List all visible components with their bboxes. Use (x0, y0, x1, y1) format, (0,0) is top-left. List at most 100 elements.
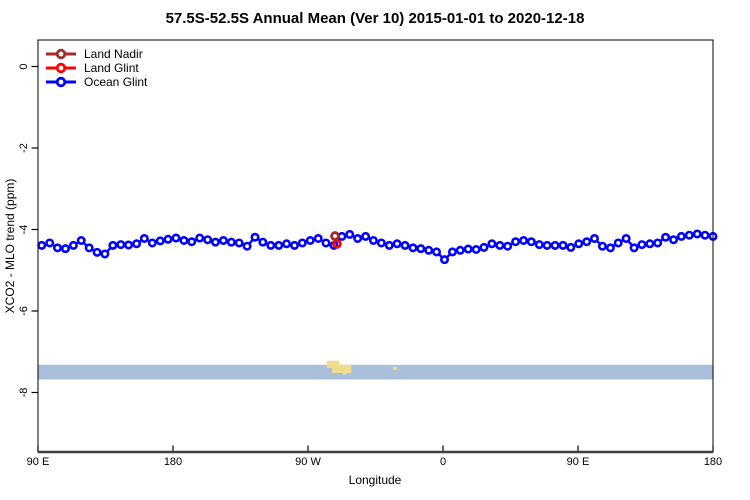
chart-title: 57.5S-52.5S Annual Mean (Ver 10) 2015-01… (166, 10, 585, 27)
series-ocean-glint (37, 229, 718, 265)
legend-label: Land Glint (84, 61, 139, 75)
data-point (297, 238, 307, 248)
data-point (669, 235, 679, 245)
data-point (503, 241, 513, 251)
legend-marker (55, 76, 67, 88)
data-point (203, 235, 213, 245)
data-point (305, 236, 315, 246)
data-point (471, 244, 481, 254)
series-land-glint (332, 238, 342, 249)
legend-item-ocean-glint: Ocean Glint (46, 75, 148, 89)
legend-marker (55, 48, 67, 60)
data-point (332, 238, 342, 249)
legend-label: Land Nadir (84, 47, 143, 61)
data-point (353, 233, 363, 243)
x-tick-label: 90 E (27, 456, 50, 468)
x-axis: 90 E 180 90 W 0 90 E 180 (27, 445, 722, 468)
data-point (400, 240, 410, 250)
data-point (629, 243, 639, 253)
x-tick-label: 180 (704, 456, 722, 468)
data-point (455, 245, 465, 255)
x-axis-label: Longitude (349, 473, 402, 487)
legend-marker (55, 62, 67, 74)
data-point (653, 238, 663, 248)
data-point (282, 239, 292, 249)
data-point (321, 238, 331, 248)
y-tick-label: -2 (18, 143, 30, 153)
y-tick-label: 0 (18, 63, 30, 69)
data-point (368, 236, 378, 246)
data-point (463, 244, 473, 254)
data-point (597, 241, 607, 251)
data-point (479, 242, 489, 252)
data-point (700, 230, 710, 240)
legend-label: Ocean Glint (84, 75, 148, 89)
data-point (345, 229, 355, 239)
data-point (250, 232, 260, 242)
data-point (187, 237, 197, 247)
y-axis: 0 -2 -4 -6 -8 (18, 63, 38, 397)
data-point (519, 236, 529, 246)
data-point (495, 240, 505, 250)
latitude-map-band (38, 364, 713, 380)
data-point (45, 238, 55, 248)
data-point (416, 244, 426, 254)
land-fragment (342, 372, 347, 375)
data-point (424, 245, 434, 255)
data-point (330, 231, 340, 241)
y-tick-label: -6 (18, 306, 30, 316)
map-band-layer (38, 364, 713, 380)
data-series-layer (37, 229, 718, 265)
data-point (526, 237, 536, 247)
data-point (605, 243, 615, 253)
data-point (676, 231, 686, 241)
data-point (511, 237, 521, 247)
x-tick-label: 90 W (295, 456, 321, 468)
data-point (258, 237, 268, 247)
data-point (534, 240, 544, 250)
data-point (550, 240, 560, 250)
data-point (274, 240, 284, 250)
land-fragments-layer (326, 360, 398, 375)
data-point (558, 240, 568, 250)
y-axis-label: XCO2 - MLO trend (ppm) (3, 179, 17, 314)
data-point (37, 240, 47, 250)
series-land-nadir (330, 231, 340, 241)
data-point (621, 233, 631, 243)
data-point (226, 237, 236, 247)
data-point (487, 239, 497, 249)
legend-item-land-glint: Land Glint (46, 61, 139, 75)
data-point (613, 238, 623, 248)
data-point (589, 233, 599, 243)
data-point (179, 236, 189, 246)
data-point (392, 239, 402, 249)
data-point (242, 241, 252, 251)
data-point (376, 238, 386, 248)
data-point (163, 234, 173, 244)
data-point (234, 238, 244, 248)
data-point (68, 240, 78, 250)
data-point (124, 240, 134, 250)
data-point (645, 239, 655, 249)
data-point (661, 232, 671, 242)
data-point (100, 249, 110, 259)
land-fragment (392, 366, 398, 371)
data-point (195, 233, 205, 243)
x-tick-label: 0 (440, 456, 446, 468)
data-point (684, 230, 694, 240)
data-point (447, 247, 457, 257)
data-point (92, 247, 102, 257)
legend-item-land-nadir: Land Nadir (46, 47, 143, 61)
x-tick-label: 90 E (567, 456, 590, 468)
land-fragment (332, 364, 352, 373)
data-point (432, 247, 442, 257)
data-point (76, 236, 86, 246)
data-point (574, 239, 584, 249)
data-point (147, 238, 157, 248)
x-tick-label: 180 (164, 456, 182, 468)
data-point (84, 243, 94, 253)
data-point (542, 240, 552, 250)
